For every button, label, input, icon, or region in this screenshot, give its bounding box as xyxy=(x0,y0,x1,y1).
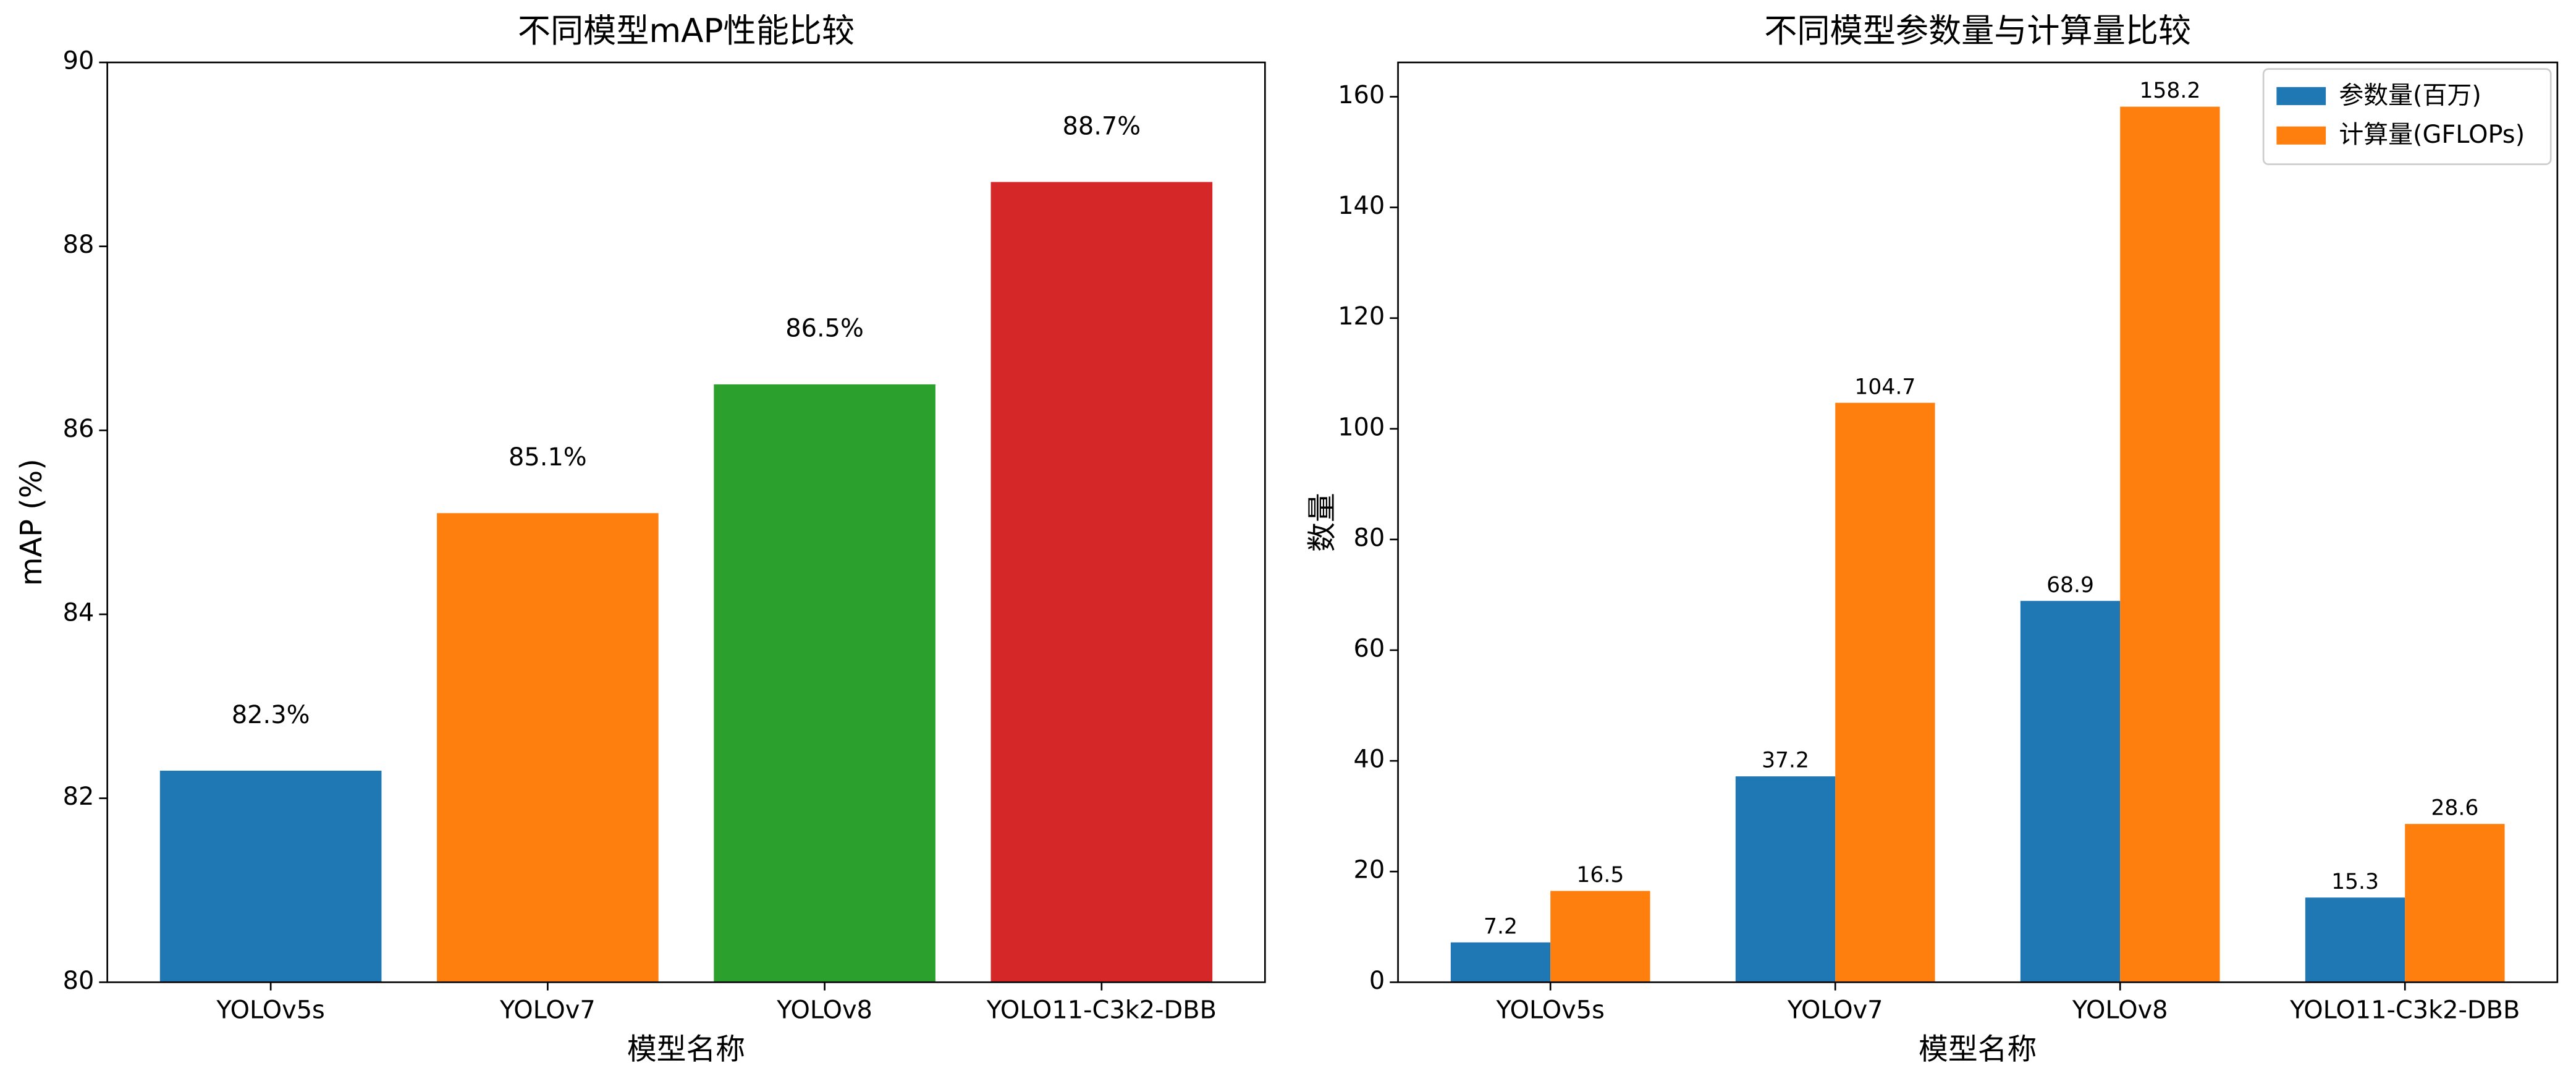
y-tick-label: 20 xyxy=(1354,856,1385,884)
plot-frame xyxy=(106,61,1266,983)
x-tick-label: YOLOv8 xyxy=(776,996,872,1025)
y-tick-label: 90 xyxy=(63,46,95,75)
x-tick-label: YOLO11-C3k2-DBB xyxy=(986,996,1217,1025)
legend: 参数量(百万) 计算量(GFLOPs) xyxy=(2262,68,2552,166)
x-tick-label: YOLOv8 xyxy=(2072,996,2168,1025)
value-label: 104.7 xyxy=(1854,375,1915,399)
y-tick-label: 160 xyxy=(1338,81,1385,109)
legend-box xyxy=(2262,68,2552,166)
x-tick-label: YOLOv7 xyxy=(499,996,596,1025)
bar xyxy=(1450,942,1551,983)
y-tick-label: 80 xyxy=(1354,523,1385,552)
value-label: 37.2 xyxy=(1762,748,1809,773)
x-axis-label: 模型名称 xyxy=(627,1033,745,1067)
bar xyxy=(714,384,935,983)
y-tick-label: 60 xyxy=(1354,634,1385,663)
chart-title: 不同模型参数量与计算量比较 xyxy=(1764,12,2191,50)
y-tick-label: 0 xyxy=(1369,967,1385,995)
value-label: 86.5% xyxy=(785,315,864,343)
bar xyxy=(2405,824,2505,983)
y-axis-label: mAP (%) xyxy=(15,459,49,586)
bar xyxy=(1735,776,1836,983)
plot-frame xyxy=(1397,61,2559,983)
bar xyxy=(990,182,1213,983)
value-label: 68.9 xyxy=(2046,573,2094,598)
x-tick-label: YOLOv5s xyxy=(216,996,324,1025)
value-label: 15.3 xyxy=(2331,870,2379,894)
y-tick-label: 100 xyxy=(1338,413,1385,441)
value-label: 82.3% xyxy=(232,701,310,729)
value-label: 88.7% xyxy=(1063,112,1141,140)
value-label: 28.6 xyxy=(2431,796,2478,821)
legend-swatch xyxy=(2276,126,2326,145)
legend-swatch xyxy=(2276,87,2326,106)
y-tick-label: 82 xyxy=(63,782,95,811)
value-label: 85.1% xyxy=(509,443,587,472)
value-label: 7.2 xyxy=(1484,914,1518,939)
y-tick-label: 84 xyxy=(63,598,95,627)
bar xyxy=(1550,891,1650,983)
x-tick-label: YOLOv7 xyxy=(1787,996,1883,1025)
y-axis-label: 数量 xyxy=(1306,493,1340,552)
legend-label: 计算量(GFLOPs) xyxy=(2339,121,2525,149)
y-tick-label: 140 xyxy=(1338,192,1385,220)
bar xyxy=(2020,601,2121,983)
chart-title: 不同模型mAP性能比较 xyxy=(518,12,855,50)
legend-label: 参数量(百万) xyxy=(2339,81,2481,109)
y-tick-label: 40 xyxy=(1354,745,1385,774)
value-label: 158.2 xyxy=(2139,78,2200,103)
value-label: 16.5 xyxy=(1576,863,1624,888)
bar xyxy=(437,513,659,983)
x-axis-label: 模型名称 xyxy=(1919,1033,2037,1067)
bar xyxy=(159,770,382,983)
y-tick-label: 86 xyxy=(63,415,95,443)
x-tick-label: YOLOv5s xyxy=(1495,996,1604,1025)
bar xyxy=(1835,402,1935,983)
y-tick-label: 88 xyxy=(63,231,95,259)
bar xyxy=(2305,897,2405,983)
y-tick-label: 120 xyxy=(1338,302,1385,331)
y-tick-label: 80 xyxy=(63,967,95,995)
x-tick-label: YOLO11-C3k2-DBB xyxy=(2289,996,2520,1025)
bar xyxy=(2120,106,2220,983)
